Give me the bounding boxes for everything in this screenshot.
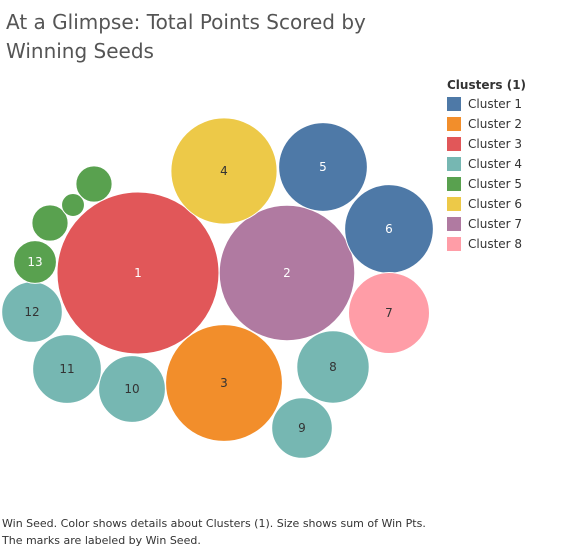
bubble-circle[interactable] — [278, 122, 368, 212]
bubble[interactable]: 9 — [271, 397, 333, 459]
legend: Clusters (1) Cluster 1 Cluster 2 Cluster 3… — [447, 76, 577, 254]
legend-swatch — [447, 97, 461, 111]
bubble-label: 13 — [27, 255, 42, 269]
bubble-circle[interactable] — [75, 165, 113, 203]
bubble[interactable]: 12 — [1, 281, 63, 343]
bubble-circle[interactable] — [31, 204, 69, 242]
bubble-circle[interactable] — [32, 334, 102, 404]
bubble[interactable]: 4 — [170, 117, 278, 225]
bubble-circle[interactable] — [13, 240, 57, 284]
legend-item[interactable]: Cluster 5 — [447, 174, 577, 194]
legend-item[interactable]: Cluster 2 — [447, 114, 577, 134]
bubble-circle[interactable] — [348, 272, 430, 354]
bubble[interactable]: 1 — [56, 191, 220, 355]
bubble-circle[interactable] — [271, 397, 333, 459]
bubble-label: 9 — [298, 421, 306, 435]
legend-item[interactable]: Cluster 3 — [447, 134, 577, 154]
bubble[interactable]: 2 — [218, 204, 356, 342]
bubble-label: 10 — [124, 382, 139, 396]
legend-label: Cluster 8 — [468, 237, 523, 251]
bubble[interactable]: 11 — [32, 334, 102, 404]
legend-swatch — [447, 177, 461, 191]
legend-swatch — [447, 157, 461, 171]
legend-label: Cluster 5 — [468, 177, 523, 191]
bubble[interactable]: 5 — [278, 122, 368, 212]
bubble-label: 8 — [329, 360, 337, 374]
bubble[interactable] — [75, 165, 113, 203]
legend-label: Cluster 1 — [468, 97, 523, 111]
bubble[interactable]: 3 — [165, 324, 283, 442]
bubble-circle[interactable] — [61, 193, 85, 217]
legend-label: Cluster 4 — [468, 157, 523, 171]
legend-item[interactable]: Cluster 6 — [447, 194, 577, 214]
legend-title: Clusters (1) — [447, 78, 527, 92]
bubble[interactable]: 10 — [98, 355, 166, 423]
bubble-circle[interactable] — [98, 355, 166, 423]
bubble-label: 11 — [59, 362, 74, 376]
legend-label: Cluster 7 — [468, 217, 523, 231]
bubble[interactable] — [61, 193, 85, 217]
legend-item[interactable]: Cluster 4 — [447, 154, 577, 174]
legend-label: Cluster 2 — [468, 117, 523, 131]
bubble-label: 5 — [319, 160, 327, 174]
bubble[interactable]: 7 — [348, 272, 430, 354]
bubble[interactable] — [31, 204, 69, 242]
bubble-circle[interactable] — [170, 117, 278, 225]
bubble-label: 4 — [220, 164, 228, 178]
bubble-label: 2 — [283, 266, 291, 280]
chart-title: At a Glimpse: Total Points Scored by Win… — [6, 10, 366, 63]
bubble-circle[interactable] — [165, 324, 283, 442]
legend-item[interactable]: Cluster 7 — [447, 214, 577, 234]
legend-label: Cluster 3 — [468, 137, 523, 151]
legend-swatch — [447, 117, 461, 131]
bubble-label: 3 — [220, 376, 228, 390]
legend-item[interactable]: Cluster 8 — [447, 234, 577, 254]
legend-swatch — [447, 197, 461, 211]
bubble-circle[interactable] — [296, 330, 370, 404]
footnote: Win Seed. Color shows details about Clus… — [2, 517, 426, 547]
bubble[interactable]: 6 — [344, 184, 434, 274]
bubble[interactable]: 13 — [13, 240, 57, 284]
legend-swatch — [447, 237, 461, 251]
legend-swatch — [447, 137, 461, 151]
bubble-circle[interactable] — [218, 204, 356, 342]
bubble-label: 12 — [24, 305, 39, 319]
bubble[interactable]: 8 — [296, 330, 370, 404]
legend-swatch — [447, 217, 461, 231]
bubble-label: 7 — [385, 306, 393, 320]
bubble-label: 6 — [385, 222, 393, 236]
bubble-label: 1 — [134, 266, 142, 280]
legend-label: Cluster 6 — [468, 197, 523, 211]
legend-item[interactable]: Cluster 1 — [447, 94, 577, 114]
